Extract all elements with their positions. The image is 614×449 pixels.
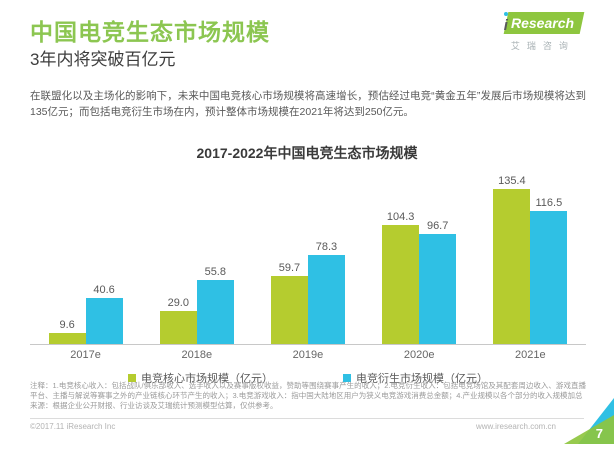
- legend-item-core: 电竞核心市场规模（亿元）: [128, 370, 273, 386]
- bar-group-2019e: 59.7 78.3: [270, 241, 345, 344]
- footnote-source: 来源：根据企业公开财报、行业访谈及艾瑞统计预测模型估算，仅供参考。: [30, 400, 278, 410]
- bar-value-label: 29.0: [167, 296, 189, 309]
- footnotes: 注释：1.电竞核心收入：包括战队/俱乐部收入、选手收入以及赛事版权收益，赞助等围…: [30, 381, 586, 410]
- bar-group-2020e: 104.3 96.7: [382, 211, 457, 344]
- bar-value-label: 116.5: [535, 196, 563, 209]
- bar-derivative-2017e: 40.6: [85, 284, 123, 344]
- bar-core-2017e: 9.6: [48, 319, 86, 344]
- bar-derivative-2018e: 55.8: [196, 266, 234, 344]
- bar-core-2021e: 135.4: [493, 175, 531, 344]
- bar-derivative-2020e: 96.7: [419, 220, 457, 344]
- footer-website: www.iresearch.com.cn: [475, 422, 556, 431]
- bar-derivative-2019e: 78.3: [307, 241, 345, 344]
- bar-value-label: 78.3: [315, 240, 338, 253]
- x-axis-label-2019e: 2019e: [292, 349, 324, 361]
- legend-label-derivative: 电竞衍生市场规模（亿元）: [356, 373, 488, 385]
- bar-group-2021e: 135.4 116.5: [493, 175, 568, 344]
- x-axis-label-2020e: 2020e: [403, 349, 435, 361]
- corner-triangle-icon: [564, 398, 614, 444]
- page-subtitle: 3年内将突破百亿元: [30, 50, 176, 69]
- bar-core-2020e: 104.3: [382, 211, 420, 344]
- logo-badge: Research: [503, 12, 585, 34]
- bar-value-label: 135.4: [498, 175, 526, 188]
- intro-paragraph: 在联盟化以及主场化的影响下，未来中国电竞核心市场规模将高速增长，预估经过电竞“黄…: [30, 90, 586, 119]
- page-corner-decoration: 7: [562, 398, 614, 444]
- bar-value-label: 9.6: [59, 319, 75, 332]
- legend-swatch-derivative: [343, 374, 351, 382]
- footer-divider: [30, 418, 584, 419]
- logo-chinese-name: 艾瑞咨询: [510, 41, 575, 51]
- page-number: 7: [595, 426, 603, 441]
- legend-swatch-core: [128, 374, 136, 382]
- bar-group-2018e: 29.0 55.8: [159, 266, 234, 344]
- x-axis-label-2021e: 2021e: [515, 349, 546, 361]
- iresearch-logo: i Research 艾瑞咨询: [503, 12, 585, 52]
- bar-core-2019e: 59.7: [270, 262, 308, 344]
- bar-value-label: 40.6: [93, 283, 115, 296]
- chart-legend: 电竞核心市场规模（亿元） 电竞衍生市场规模（亿元）: [30, 370, 586, 386]
- legend-label-core: 电竞核心市场规模（亿元）: [141, 373, 273, 385]
- x-axis-label-2018e: 2018e: [181, 349, 213, 361]
- bar-core-2018e: 29.0: [159, 297, 197, 344]
- x-axis-label-2017e: 2017e: [70, 349, 101, 361]
- bar-value-label: 96.7: [426, 219, 449, 232]
- chart-x-labels: 2017e 2018e 2019e 2020e 2021e: [30, 345, 586, 361]
- footer-copyright: ©2017.11 iResearch Inc: [30, 422, 116, 431]
- logo-i-mark: i: [504, 12, 508, 34]
- bar-chart: 9.6 40.6 29.0 55.8 59.7 78.3 104.3 96.7 135.4 116…: [30, 170, 586, 386]
- chart-title: 2017-2022年中国电竞生态市场规模: [196, 145, 418, 161]
- page-title: 中国电竞生态市场规模: [30, 19, 270, 45]
- bar-value-label: 59.7: [278, 261, 301, 274]
- bar-derivative-2021e: 116.5: [530, 197, 568, 344]
- footnote-note: 注释：1.电竞核心收入：包括战队/俱乐部收入、选手收入以及赛事版权收益，赞助等围…: [30, 381, 586, 400]
- bar-group-2017e: 9.6 40.6: [48, 284, 123, 344]
- bar-value-label: 55.8: [204, 266, 226, 279]
- chart-plot: 9.6 40.6 29.0 55.8 59.7 78.3 104.3 96.7 135.4 116…: [30, 170, 586, 345]
- legend-item-derivative: 电竞衍生市场规模（亿元）: [343, 370, 488, 386]
- bar-value-label: 104.3: [386, 210, 415, 223]
